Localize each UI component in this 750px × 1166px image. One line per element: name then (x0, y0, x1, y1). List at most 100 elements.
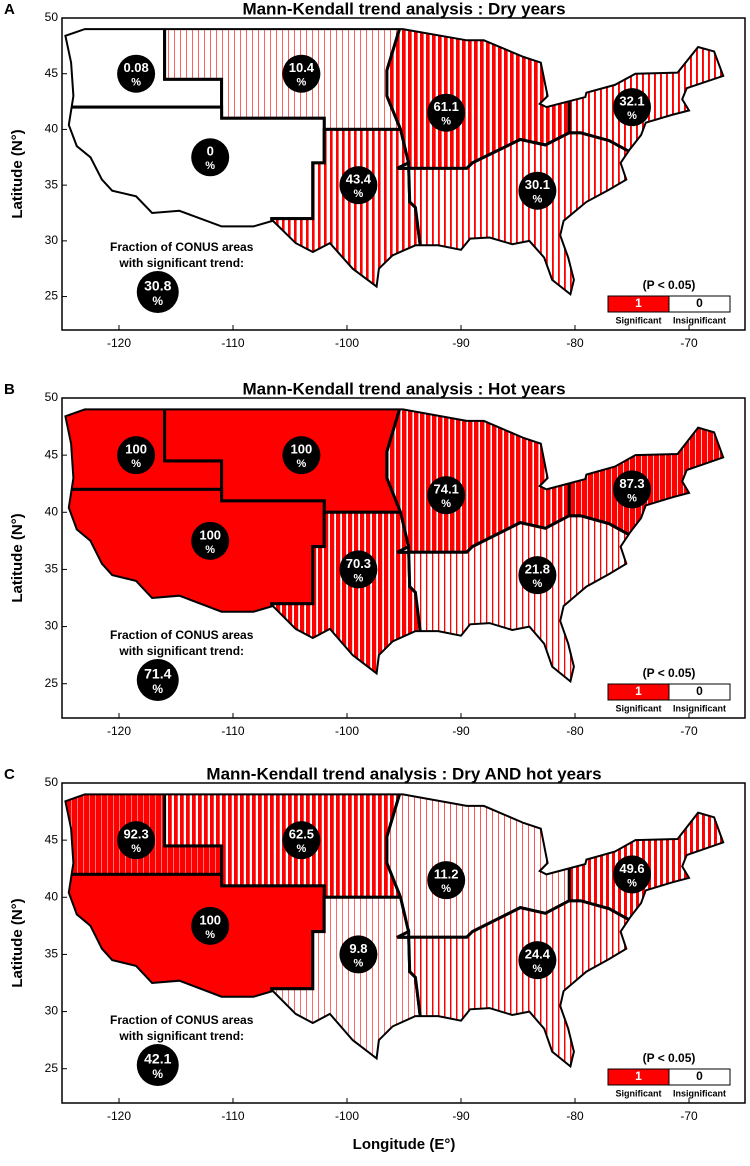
fraction-label: with significant trend: (118, 644, 244, 658)
x-tick-label: -110 (221, 336, 244, 350)
region-badge (282, 821, 321, 860)
region-value: 100 (199, 527, 221, 542)
region-value: 100 (199, 912, 221, 927)
region-value: 49.6 (619, 861, 644, 876)
y-tick-label: 35 (45, 562, 59, 576)
overall-badge (136, 659, 179, 701)
region-unit: % (441, 498, 451, 510)
legend-label: Insignificant (673, 315, 726, 325)
x-tick-label: -100 (335, 336, 359, 350)
panel-label: A (4, 1, 15, 18)
region-unit: % (131, 843, 141, 855)
legend-title: (P < 0.05) (643, 278, 696, 292)
region-value: 9.8 (349, 941, 367, 956)
region-badge (191, 521, 230, 560)
panel-label: B (4, 381, 15, 398)
region-unit: % (627, 877, 637, 889)
region-badge (339, 166, 378, 205)
legend-swatch (668, 1068, 731, 1086)
region-value: 43.4 (346, 172, 372, 187)
region-unit: % (354, 957, 364, 969)
region-value: 61.1 (434, 99, 459, 114)
overall-unit: % (152, 1067, 163, 1081)
plot-frame (61, 17, 746, 331)
legend-value: 0 (696, 1069, 703, 1083)
overall-badge (136, 1044, 179, 1086)
y-tick-label: 40 (45, 504, 59, 518)
x-tick-label: -70 (680, 1109, 698, 1123)
region-value: 21.8 (525, 562, 550, 577)
region-value: 92.3 (123, 827, 148, 842)
region-unit: % (205, 929, 215, 941)
region-unit: % (354, 572, 364, 584)
y-tick-label: 40 (45, 889, 59, 903)
region-unit: % (131, 77, 141, 89)
region-badge (117, 821, 156, 860)
y-axis-label: Latitude (N°) (9, 898, 26, 987)
plot-frame (61, 397, 746, 719)
region-badge (282, 436, 321, 475)
y-axis-label: Latitude (N°) (9, 129, 26, 218)
region-badge (613, 88, 651, 127)
overall-value: 30.8 (144, 278, 171, 294)
overall-value: 42.1 (144, 1051, 171, 1067)
region-badge (282, 54, 321, 93)
region-unit: % (131, 458, 141, 470)
y-tick-label: 35 (45, 947, 59, 961)
region-badge (117, 436, 156, 475)
x-tick-label: -70 (680, 724, 698, 738)
panel-label: C (4, 766, 15, 783)
legend-value: 1 (635, 684, 642, 698)
overall-unit: % (152, 682, 163, 696)
x-tick-label: -100 (335, 724, 359, 738)
region-badge (427, 93, 466, 132)
legend-title: (P < 0.05) (643, 666, 696, 680)
x-axis-label: Longitude (E°) (353, 1136, 456, 1153)
x-tick-label: -120 (107, 1109, 131, 1123)
region-value: 0 (207, 144, 214, 159)
region-badge (191, 138, 230, 177)
x-tick-label: -90 (452, 724, 470, 738)
y-tick-label: 30 (45, 619, 59, 633)
region-badge (427, 861, 466, 900)
region-value: 87.3 (619, 476, 644, 491)
region-value: 74.1 (434, 482, 459, 497)
legend-label: Insignificant (673, 703, 726, 713)
y-tick-label: 45 (45, 832, 59, 846)
legend-title: (P < 0.05) (643, 1051, 696, 1065)
x-tick-label: -80 (566, 1109, 584, 1123)
x-tick-label: -110 (221, 724, 244, 738)
region-badge (339, 935, 378, 974)
fraction-label: Fraction of CONUS areas (110, 1013, 254, 1027)
y-axis-label: Latitude (N°) (9, 513, 26, 602)
region-unit: % (532, 194, 542, 206)
overall-unit: % (152, 294, 163, 308)
legend-label: Significant (615, 315, 661, 325)
y-tick-label: 50 (45, 10, 59, 24)
x-tick-label: -90 (452, 1109, 470, 1123)
legend-swatch (668, 683, 731, 701)
y-tick-label: 25 (45, 1061, 59, 1075)
legend-label: Significant (615, 1088, 661, 1098)
fraction-label: with significant trend: (118, 1029, 244, 1043)
legend-value: 0 (696, 684, 703, 698)
y-tick-label: 25 (45, 676, 59, 690)
panel-title: Mann-Kendall trend analysis : Dry AND ho… (206, 764, 601, 783)
region-badge (613, 855, 651, 894)
region-badge (518, 171, 557, 210)
y-tick-label: 35 (45, 177, 59, 191)
plot-frame (61, 782, 746, 1104)
y-tick-label: 25 (45, 289, 59, 303)
region-value: 10.4 (289, 60, 315, 75)
region-badge (339, 550, 378, 589)
legend-value: 1 (635, 1069, 642, 1083)
region-unit: % (205, 160, 215, 172)
x-tick-label: -110 (221, 1109, 244, 1123)
region-unit: % (441, 116, 451, 128)
region-value: 24.4 (525, 947, 551, 962)
region-badge (518, 556, 557, 595)
region-value: 0.08 (123, 60, 148, 75)
region-value: 11.2 (434, 867, 459, 882)
overall-badge (136, 271, 179, 313)
